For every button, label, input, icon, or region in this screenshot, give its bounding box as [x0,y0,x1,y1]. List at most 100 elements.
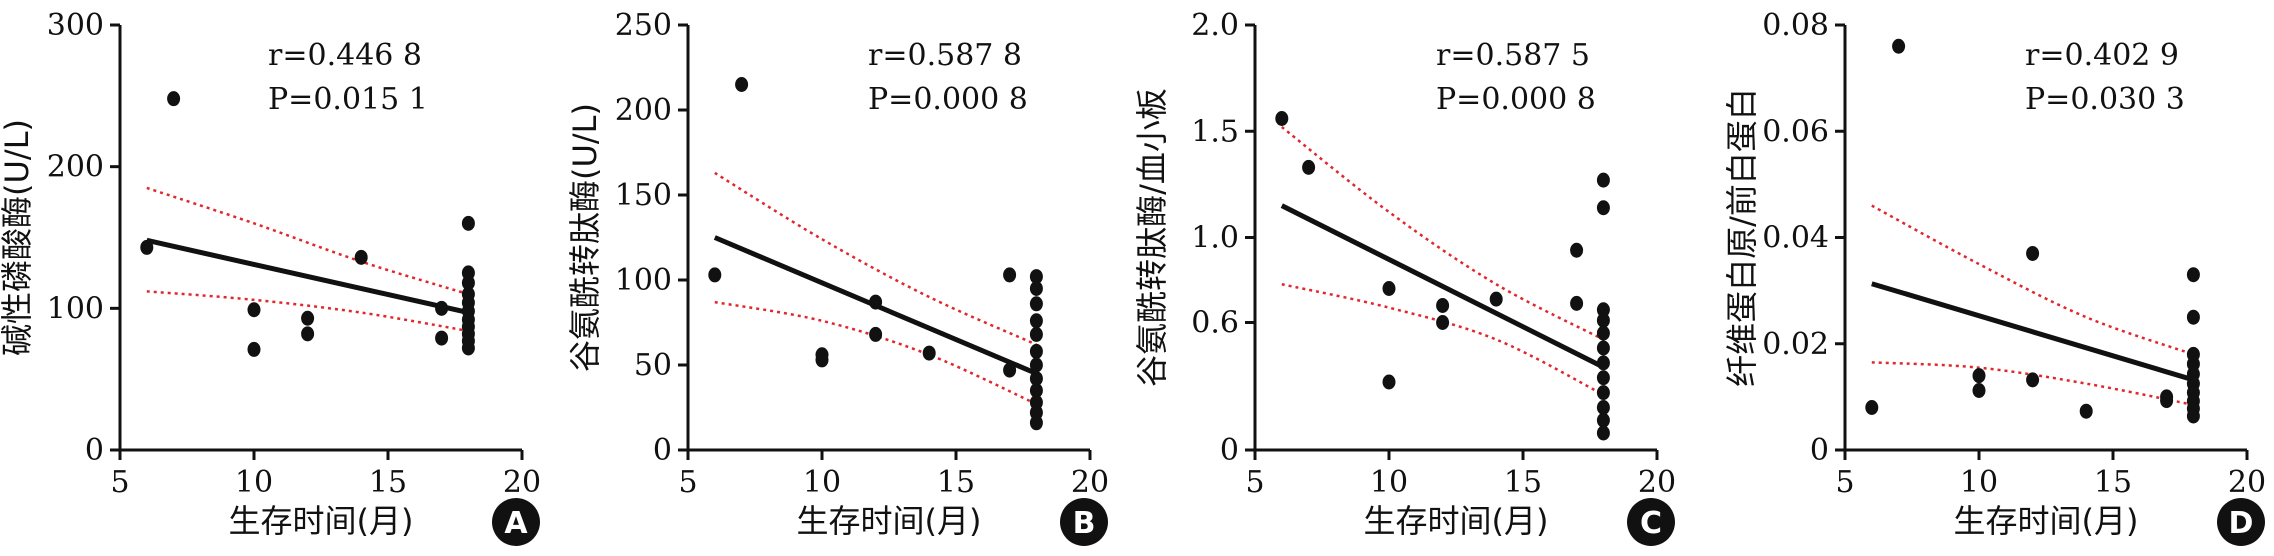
stat-p-text: P=0.030 3 [2025,82,2185,117]
data-point [2026,372,2040,388]
panel-badge [1627,498,1675,546]
fit-line [1871,281,2195,383]
stat-p-text: P=0.000 8 [868,82,1028,117]
y-tick-label: 2.0 [1191,8,1239,43]
ci-lower-line [146,290,469,333]
x-tick-label: 10 [803,465,841,500]
data-point [461,215,475,231]
x-tick-label: 10 [1370,465,1408,500]
x-tick-label: 20 [1071,465,1109,500]
y-axis-label: 谷氨酰转肽酶/血小板 [1133,88,1171,387]
data-point [1029,313,1043,329]
y-tick-label: 0 [653,433,672,468]
x-tick-label: 15 [2094,465,2132,500]
stat-p-text: P=0.015 1 [268,82,428,117]
data-point [247,302,261,318]
y-tick-label: 150 [615,178,672,213]
data-point [1570,295,1584,311]
x-tick-label: 10 [235,465,273,500]
data-point [167,91,181,107]
data-point [2026,245,2040,261]
y-tick-label: 0.02 [1762,327,1829,362]
data-point [1596,172,1610,188]
ci-lower-line [714,300,1037,406]
data-point [1596,425,1610,441]
y-tick-label: 0.6 [1191,306,1239,341]
x-axis-label: 生存时间(月) [1364,502,1549,540]
y-tick-label: 0 [1220,433,1239,468]
x-axis-label: 生存时间(月) [229,502,414,540]
data-point [1596,302,1610,318]
data-point [1596,370,1610,386]
data-point [869,294,883,310]
y-tick-label: 0.04 [1762,221,1829,256]
panel-b: 0 50 100 150 200 250 5 10 15 20 谷氨酰转肽酶(U/L) 生存时间(月)… [566,8,1109,546]
data-point [1596,412,1610,428]
x-tick-label: 20 [503,465,541,500]
data-point [1029,371,1043,387]
data-point [1275,111,1289,126]
data-point [1865,400,1879,415]
data-point [1436,298,1450,313]
data-point [1029,415,1043,431]
x-tick-label: 5 [678,465,697,500]
x-tick-label: 10 [1960,465,1998,500]
data-point [2160,393,2174,409]
data-point [1029,269,1043,285]
ci-upper-line [714,171,1037,346]
panel-badge [2217,498,2265,546]
x-axis-label: 生存时间(月) [1954,502,2139,540]
data-point [1596,325,1610,341]
data-point [435,300,449,316]
x-tick-label: 15 [937,465,975,500]
data-point [815,352,829,368]
panel-letter: B [1073,506,1096,541]
data-point [1302,159,1316,175]
data-point [2186,267,2200,283]
data-point [247,341,261,357]
data-point [1596,200,1610,216]
y-tick-label: 0.06 [1762,114,1829,149]
data-point [1596,312,1610,328]
stat-r-text: r=0.402 9 [2025,38,2179,73]
ci-upper-line [146,186,469,296]
y-tick-label: 0 [85,433,104,468]
data-point [1029,343,1043,359]
data-point [140,239,154,255]
data-point [461,275,475,291]
data-point [1029,383,1043,398]
y-tick-label: 100 [47,291,104,326]
data-point [1570,242,1584,258]
data-point [1029,281,1043,296]
panel-a: 0 100 200 300 5 10 15 20 碱性磷酸酶(U/L) 生存时间(月) r=0.44… [0,8,541,546]
y-tick-label: 0 [1810,433,1829,468]
data-point [1436,315,1450,330]
data-point [1972,368,1986,384]
x-tick-label: 15 [1504,465,1542,500]
y-axis-label: 谷氨酰转肽酶(U/L) [566,103,604,372]
ci-upper-line [1871,204,2194,356]
panel-d: 0 0.02 0.04 0.06 0.08 5 10 15 20 纤维蛋白原/前白蛋白生存时间(月… [1723,8,2266,546]
stat-r-text: r=0.587 8 [868,38,1022,73]
data-point [922,345,936,361]
stat-r-text: r=0.446 8 [268,38,422,73]
x-tick-label: 15 [369,465,407,500]
data-point [1382,374,1396,390]
data-point [2186,408,2200,424]
data-point [301,310,315,326]
data-point [301,326,315,342]
y-tick-label: 200 [615,93,672,128]
x-tick-label: 5 [110,465,129,500]
fit-line [146,237,469,316]
stat-r-text: r=0.587 5 [1436,38,1590,73]
data-point [1382,281,1396,296]
data-point [708,267,722,283]
y-tick-label: 1.5 [1191,114,1239,149]
data-point [1596,400,1610,415]
x-tick-label: 20 [1638,465,1676,500]
data-point [1596,340,1610,356]
y-tick-label: 50 [634,348,672,383]
